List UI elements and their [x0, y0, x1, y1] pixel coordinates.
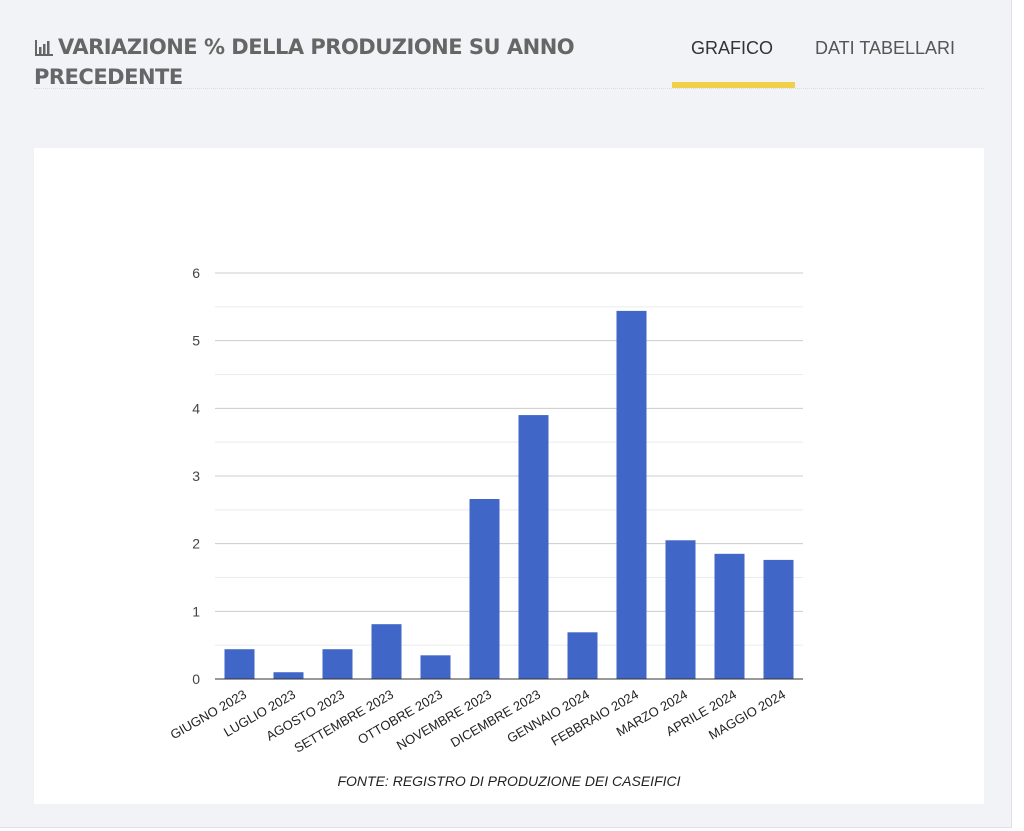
bar [322, 649, 353, 679]
active-tab-indicator [672, 82, 795, 88]
bar [420, 655, 451, 679]
tab-dati-tabellari[interactable]: DATI TABELLARI [815, 38, 956, 58]
bar [616, 310, 647, 679]
chart-card: 0 1 2 3 4 5 6 GIUGNO 2023 LUGLIO 2023 AGOSTO 2023… [34, 148, 984, 804]
y-tick-label: 5 [192, 333, 200, 349]
y-tick-label: 1 [192, 603, 200, 619]
page-title-text: VARIAZIONE % DELLA PRODUZIONE SU ANNO PR… [34, 35, 575, 89]
y-tick-label: 4 [192, 400, 200, 416]
bar [567, 632, 598, 679]
page-title: VARIAZIONE % DELLA PRODUZIONE SU ANNO PR… [34, 33, 634, 91]
bar [469, 499, 500, 679]
bar-chart-icon [34, 35, 54, 63]
bar [714, 553, 745, 679]
header-divider [34, 88, 984, 89]
y-tick-label: 0 [192, 671, 200, 687]
bar [371, 624, 402, 679]
y-tick-label: 3 [192, 468, 200, 484]
bar [763, 559, 794, 679]
bar [273, 672, 304, 679]
y-tick-label: 2 [192, 536, 200, 552]
bar [665, 540, 696, 679]
tab-grafico[interactable]: GRAFICO [691, 38, 774, 58]
y-tick-label: 6 [192, 265, 200, 281]
bar [224, 649, 255, 679]
x-axis-label: FONTE: REGISTRO DI PRODUZIONE DEI CASEIF… [337, 773, 680, 789]
bar [518, 415, 549, 679]
